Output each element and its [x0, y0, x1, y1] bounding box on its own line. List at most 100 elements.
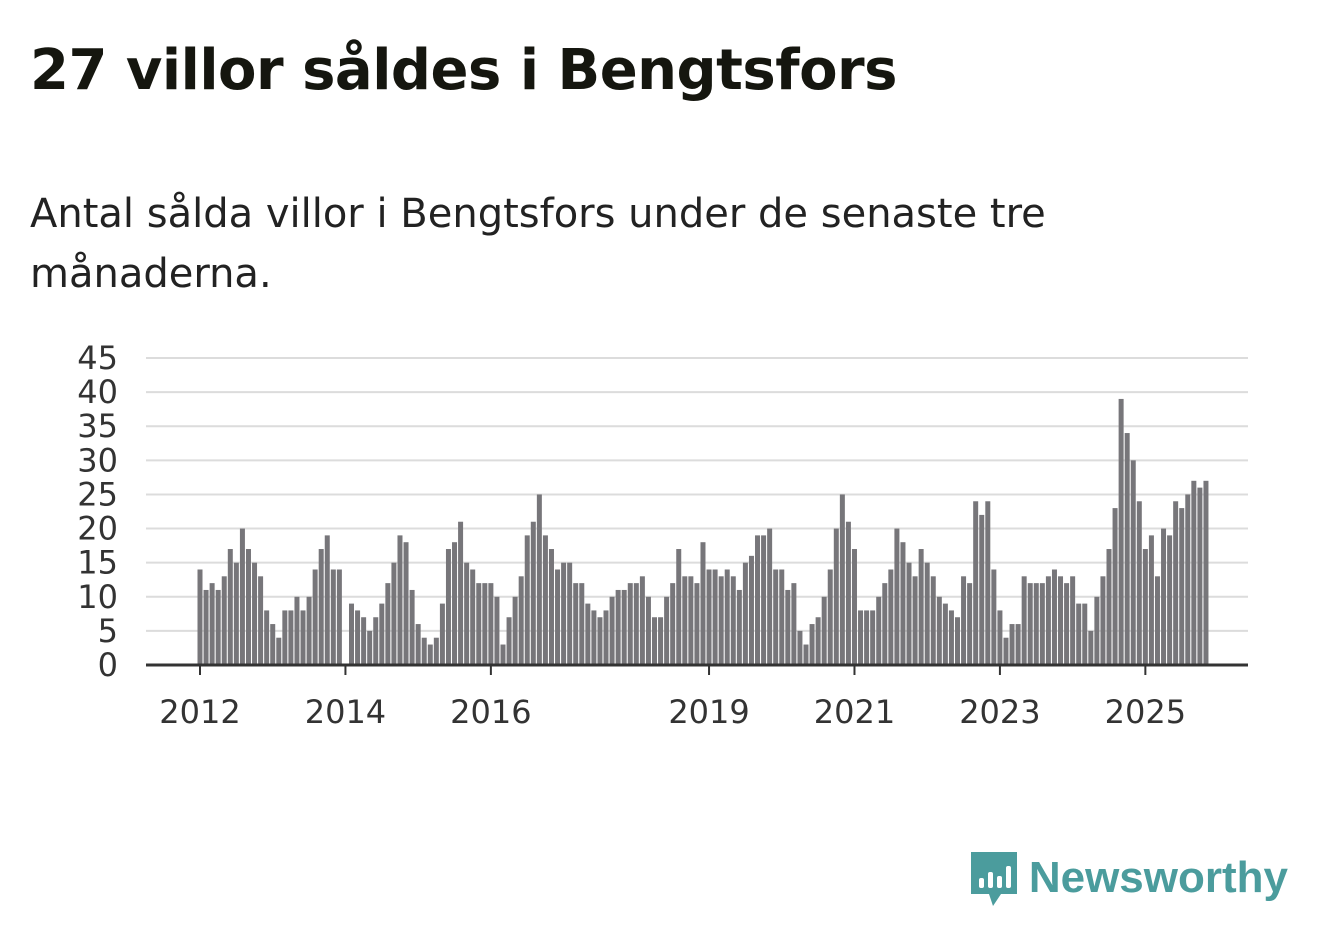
bar: [767, 528, 773, 665]
bar: [888, 569, 894, 665]
bar: [336, 569, 342, 665]
bar: [755, 535, 761, 665]
y-tick-label: 15: [77, 544, 118, 582]
bar: [748, 555, 754, 665]
bar: [1058, 576, 1064, 665]
bar: [773, 569, 779, 665]
bar: [942, 603, 948, 665]
y-tick-label: 10: [77, 578, 118, 616]
bar: [967, 583, 973, 665]
bar: [536, 494, 542, 665]
bar: [1039, 583, 1045, 665]
newsworthy-logo: Newsworthy: [969, 848, 1288, 908]
bar: [421, 637, 427, 665]
bar: [791, 583, 797, 665]
bar: [1088, 630, 1094, 665]
bar: [1070, 576, 1076, 665]
bar: [1136, 501, 1142, 665]
bar: [955, 617, 960, 665]
newsworthy-logo-icon: [970, 852, 1017, 906]
bar: [579, 583, 585, 665]
bar: [221, 576, 227, 665]
bar: [1130, 460, 1136, 665]
y-tick-label: 0: [98, 646, 118, 684]
bar: [403, 542, 409, 665]
bar: [724, 569, 730, 665]
bar: [530, 521, 536, 665]
bar: [433, 637, 439, 665]
bar: [567, 562, 573, 665]
bar: [239, 528, 245, 665]
bar: [894, 528, 900, 665]
bar: [318, 549, 324, 665]
bar: [415, 624, 421, 665]
bar: [494, 596, 500, 665]
bar: [688, 576, 694, 665]
bar: [1021, 576, 1027, 665]
bar: [1009, 624, 1015, 665]
bar: [1148, 535, 1154, 665]
bar: [785, 589, 791, 665]
bar: [736, 589, 742, 665]
highlight-value-label: 27: [1233, 330, 1271, 338]
y-tick-label: 35: [77, 407, 118, 445]
bar: [294, 596, 300, 665]
bar: [476, 583, 482, 665]
x-tick-label: 2023: [959, 693, 1040, 730]
bar: [924, 562, 930, 665]
bar: [203, 589, 209, 665]
bar: [1197, 487, 1203, 665]
bar: [1082, 603, 1088, 665]
bar: [809, 624, 815, 665]
bar: [1003, 637, 1009, 665]
bar: [1045, 576, 1051, 665]
x-tick-label: 2025: [1105, 693, 1186, 730]
bar: [706, 569, 712, 665]
bar: [864, 610, 870, 665]
bar: [712, 569, 718, 665]
bar: [506, 617, 512, 665]
bar: [627, 583, 633, 665]
y-tick-label: 25: [77, 475, 118, 513]
bar: [815, 617, 821, 665]
bar: [1203, 480, 1209, 665]
bar: [979, 514, 985, 665]
bar: [1112, 508, 1118, 665]
bar: [609, 596, 615, 665]
bar: [761, 535, 767, 665]
bar: [233, 562, 239, 665]
bar-series: [197, 398, 1209, 665]
bar: [621, 589, 627, 665]
bar: [542, 535, 548, 665]
bar: [282, 610, 288, 665]
bar: [306, 596, 312, 665]
bar: [524, 535, 530, 665]
bar: [197, 569, 203, 665]
bar: [385, 583, 391, 665]
bar: [1076, 603, 1082, 665]
bar: [991, 569, 997, 665]
bar: [779, 569, 785, 665]
bar: [985, 501, 991, 665]
bar: [1154, 576, 1160, 665]
y-tick-label: 30: [77, 441, 118, 479]
bar: [427, 644, 433, 665]
bar: [912, 576, 918, 665]
bar: [573, 583, 579, 665]
bar: [1106, 549, 1112, 665]
bar: [464, 562, 470, 665]
bar: [561, 562, 567, 665]
bar: [1118, 398, 1124, 665]
bar: [512, 596, 518, 665]
bar: [961, 576, 967, 665]
bar: [839, 494, 845, 665]
bar: [349, 603, 354, 665]
bar: [452, 542, 458, 665]
bar: [215, 589, 221, 665]
bar: [361, 617, 367, 665]
bar: [1033, 583, 1039, 665]
bar: [997, 610, 1003, 665]
bar: [482, 583, 488, 665]
y-tick-label: 45: [77, 339, 118, 377]
bar: [845, 521, 851, 665]
